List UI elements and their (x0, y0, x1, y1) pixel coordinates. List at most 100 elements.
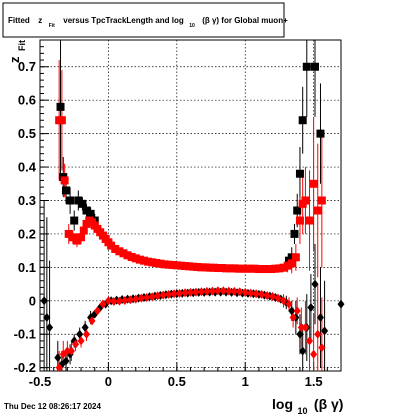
diamond-marker (187, 287, 194, 297)
diamond-marker (132, 294, 140, 304)
timestamp: Thu Dec 12 08:26:17 2024 (4, 402, 101, 411)
diamond-marker (126, 295, 134, 305)
square-marker (60, 176, 69, 185)
square-marker (295, 169, 304, 178)
square-marker (111, 244, 120, 253)
diamond-marker (81, 323, 89, 333)
square-marker (168, 261, 177, 270)
diamond-marker (63, 346, 71, 356)
diamond-marker (99, 299, 107, 309)
diamond-marker (143, 292, 151, 302)
x-tick-label: -0.5 (29, 374, 51, 389)
diamond-marker (77, 336, 85, 346)
square-marker (127, 252, 136, 261)
diamond-marker (208, 286, 216, 296)
diamond-marker (121, 295, 129, 305)
square-marker (107, 241, 116, 250)
diamond-marker (154, 291, 162, 301)
square-marker (152, 259, 161, 268)
y-tick-label: -0.2 (14, 360, 36, 375)
square-marker (213, 264, 222, 273)
square-marker (205, 263, 214, 272)
title-part-1: Fitted (8, 16, 30, 25)
diamond-marker (214, 286, 222, 296)
title-part-3: (β γ) for Global muon+ (202, 16, 288, 25)
diamond-marker (115, 296, 123, 306)
square-marker (279, 263, 288, 272)
diamond-marker (299, 346, 307, 356)
square-marker (309, 179, 318, 188)
square-marker (234, 264, 243, 273)
square-marker (115, 247, 124, 256)
square-marker (181, 262, 190, 271)
square-marker (86, 209, 95, 218)
diamond-marker (203, 286, 211, 296)
square-marker (193, 263, 202, 272)
square-marker (77, 233, 86, 242)
square-marker (70, 216, 79, 225)
data-markers (40, 62, 345, 373)
diamond-marker (306, 336, 314, 346)
square-marker (56, 102, 65, 111)
diamond-marker (311, 279, 319, 289)
diamond-marker (40, 296, 48, 306)
y-axis-title: z Fit (6, 40, 27, 63)
square-marker (61, 186, 70, 195)
title-frame (2, 2, 285, 38)
x-tick-labels: -0.5 0 0.5 1 1.5 (29, 374, 323, 389)
y-tick-label: 0.7 (18, 59, 36, 74)
diamond-marker (104, 296, 112, 306)
square-marker (57, 116, 66, 125)
y-tick-label: -0.1 (14, 327, 36, 342)
square-marker (139, 256, 148, 265)
diamond-marker (269, 291, 277, 301)
square-marker (185, 262, 194, 271)
y-tick-label: 0 (29, 293, 36, 308)
square-marker (238, 264, 247, 273)
x-axis-sub: 10 (297, 406, 307, 414)
square-marker (271, 264, 280, 273)
square-marker (246, 264, 255, 273)
diamond-marker (288, 306, 296, 316)
square-marker (250, 264, 259, 273)
square-marker (164, 260, 173, 269)
square-marker (305, 216, 314, 225)
diamond-marker (59, 349, 67, 359)
square-marker (197, 263, 206, 272)
title-box: Fitted z Fit versus TpcTrackLength and l… (2, 2, 288, 38)
x-axis-main: log (272, 396, 293, 412)
square-marker (226, 264, 235, 273)
axis-ticks (39, 46, 342, 371)
square-marker (66, 196, 75, 205)
square-marker (267, 265, 276, 274)
diamond-marker (137, 293, 145, 303)
square-marker (148, 258, 157, 267)
diamond-marker (176, 288, 184, 298)
y-tick-label: 0.4 (18, 160, 37, 175)
square-marker (290, 229, 299, 238)
square-marker (287, 259, 296, 268)
title-text: Fitted z Fit versus TpcTrackLength and l… (8, 10, 288, 31)
square-marker (217, 264, 226, 273)
diamond-marker (72, 339, 80, 349)
diamond-marker (263, 290, 271, 300)
diamond-marker (76, 329, 84, 339)
square-marker (263, 265, 272, 274)
diamond-marker (258, 289, 266, 299)
y-tick-label: 0.6 (18, 93, 36, 108)
square-marker (144, 257, 153, 266)
y-tick-labels: -0.2 -0.1 0 0.1 0.2 0.3 0.4 0.5 0.6 0.7 (14, 59, 37, 375)
diamond-marker (280, 296, 288, 306)
square-marker (72, 236, 81, 245)
y-tick-label: 0.5 (18, 126, 36, 141)
square-marker (123, 251, 132, 260)
diamond-marker (247, 288, 255, 298)
diamond-marker (236, 287, 244, 297)
square-marker (119, 249, 128, 258)
square-marker (295, 216, 304, 225)
diamond-marker (219, 286, 227, 296)
diamond-marker (337, 299, 345, 309)
plot-area: -0.5 0 0.5 1 1.5 -0.2 -0.1 0 0.1 0.2 0.3 0.4 0.5 0.6… (14, 39, 345, 389)
diamond-marker (55, 363, 63, 373)
